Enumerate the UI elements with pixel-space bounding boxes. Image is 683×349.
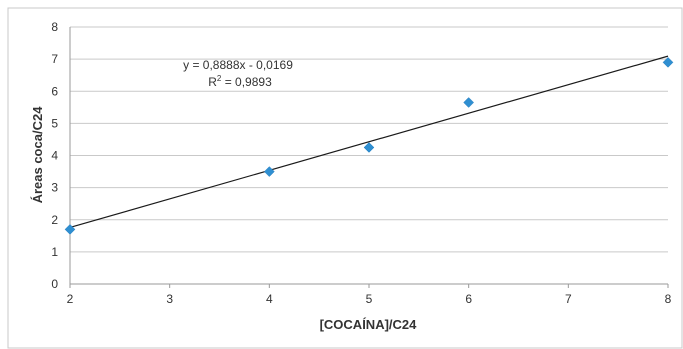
trendline [69, 55, 669, 229]
y-tick-label: 4 [51, 149, 58, 163]
data-point [662, 56, 674, 68]
x-tick-labels: 2 3 4 5 6 7 8 [67, 292, 672, 306]
y-tick-label: 1 [51, 245, 58, 259]
data-point [363, 142, 375, 153]
y-tick-label: 8 [51, 20, 58, 34]
y-tick-label: 6 [51, 84, 58, 98]
x-tick-label: 8 [665, 292, 672, 306]
grid-lines [70, 26, 668, 253]
y-tick-label: 7 [51, 52, 58, 66]
data-points [64, 56, 674, 235]
trendline-equation: y = 0,8888x - 0,0169 [183, 58, 293, 72]
data-point [64, 224, 76, 235]
y-tick-label: 5 [51, 116, 58, 130]
y-tick-label: 2 [51, 213, 58, 227]
r-squared-label: R2 = 0,9893 [208, 74, 272, 89]
data-point [463, 97, 475, 108]
y-tick-labels: 0 1 2 3 4 5 6 7 8 [51, 20, 58, 291]
axes [69, 27, 669, 288]
y-tick-label: 3 [51, 181, 58, 195]
x-tick-label: 4 [266, 292, 273, 306]
r-squared-value: = 0,9893 [221, 75, 272, 89]
y-tick-label: 0 [51, 277, 58, 291]
y-axis-title: Áreas coca/C24 [30, 106, 45, 204]
trendline-group [69, 55, 669, 229]
x-axis-title: [COCAÍNA]/C24 [320, 317, 418, 332]
chart-border [7, 7, 683, 349]
r-squared-sup: 2 [217, 74, 222, 83]
x-tick-label: 5 [366, 292, 373, 306]
r-squared-prefix: R [208, 75, 217, 89]
x-tick-label: 3 [166, 292, 173, 306]
data-point [263, 166, 275, 177]
x-tick-label: 2 [67, 292, 74, 306]
x-tick-label: 6 [465, 292, 472, 306]
x-tick-label: 7 [565, 292, 572, 306]
